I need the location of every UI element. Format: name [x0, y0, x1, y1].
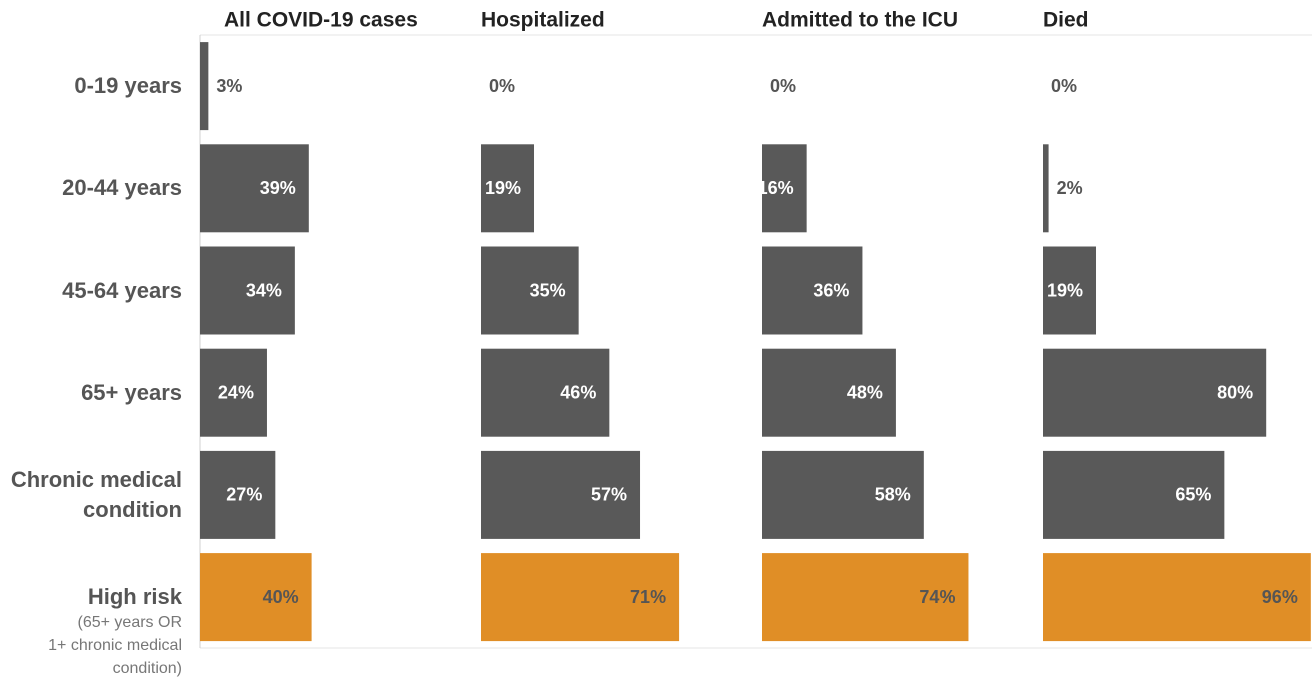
value-label: 40%: [263, 587, 299, 607]
value-label: 19%: [485, 178, 521, 198]
category-label: High risk: [87, 584, 182, 610]
value-label: 65%: [1175, 485, 1211, 505]
panel-title: Admitted to the ICU: [762, 9, 958, 32]
bar: [1043, 553, 1311, 642]
value-label: 36%: [813, 280, 849, 300]
bar: [762, 348, 896, 437]
bar: [481, 553, 680, 642]
bar: [762, 553, 969, 642]
panel-title: Hospitalized: [481, 9, 605, 32]
bar: [200, 144, 309, 233]
category-label: Chronic medical condition: [10, 466, 182, 522]
value-label: 0%: [1051, 76, 1077, 96]
category-label: 45-64 years: [62, 277, 182, 303]
value-label: 35%: [530, 280, 566, 300]
panel-title: All COVID-19 cases: [224, 9, 418, 32]
bar: [1043, 450, 1225, 539]
category-label: 20-44 years: [62, 175, 182, 201]
value-label: 19%: [1047, 280, 1083, 300]
value-label: 0%: [489, 76, 515, 96]
bar: [200, 348, 267, 437]
value-label: 96%: [1262, 587, 1298, 607]
bar: [481, 450, 641, 539]
bar: [1043, 348, 1267, 437]
category-note: (65+ years OR: [77, 614, 182, 632]
value-label: 57%: [591, 485, 627, 505]
bar: [762, 450, 924, 539]
panel-title: Died: [1043, 9, 1089, 32]
value-label: 16%: [758, 178, 794, 198]
bar: [200, 42, 209, 131]
bar: [481, 246, 579, 335]
category-note: condition): [112, 660, 182, 678]
bar: [1043, 246, 1097, 335]
bar: [762, 144, 807, 233]
value-label: 58%: [875, 485, 911, 505]
value-label: 34%: [246, 280, 282, 300]
bar: [200, 553, 312, 642]
value-label: 24%: [218, 382, 254, 402]
bar: [481, 348, 610, 437]
value-label: 3%: [216, 76, 242, 96]
value-label: 2%: [1057, 178, 1083, 198]
bar: [200, 246, 295, 335]
value-label: 46%: [560, 382, 596, 402]
bar: [762, 246, 863, 335]
value-label: 0%: [770, 76, 796, 96]
value-label: 80%: [1217, 382, 1253, 402]
value-label: 27%: [226, 485, 262, 505]
category-label: 65+ years: [81, 379, 182, 405]
value-label: 74%: [919, 587, 955, 607]
value-label: 39%: [260, 178, 296, 198]
bar: [1043, 144, 1049, 233]
bar: [200, 450, 276, 539]
category-note: 1+ chronic medical: [48, 637, 182, 655]
bar: [481, 144, 535, 233]
value-label: 48%: [847, 382, 883, 402]
category-label: 0-19 years: [74, 73, 182, 99]
value-label: 71%: [630, 587, 666, 607]
